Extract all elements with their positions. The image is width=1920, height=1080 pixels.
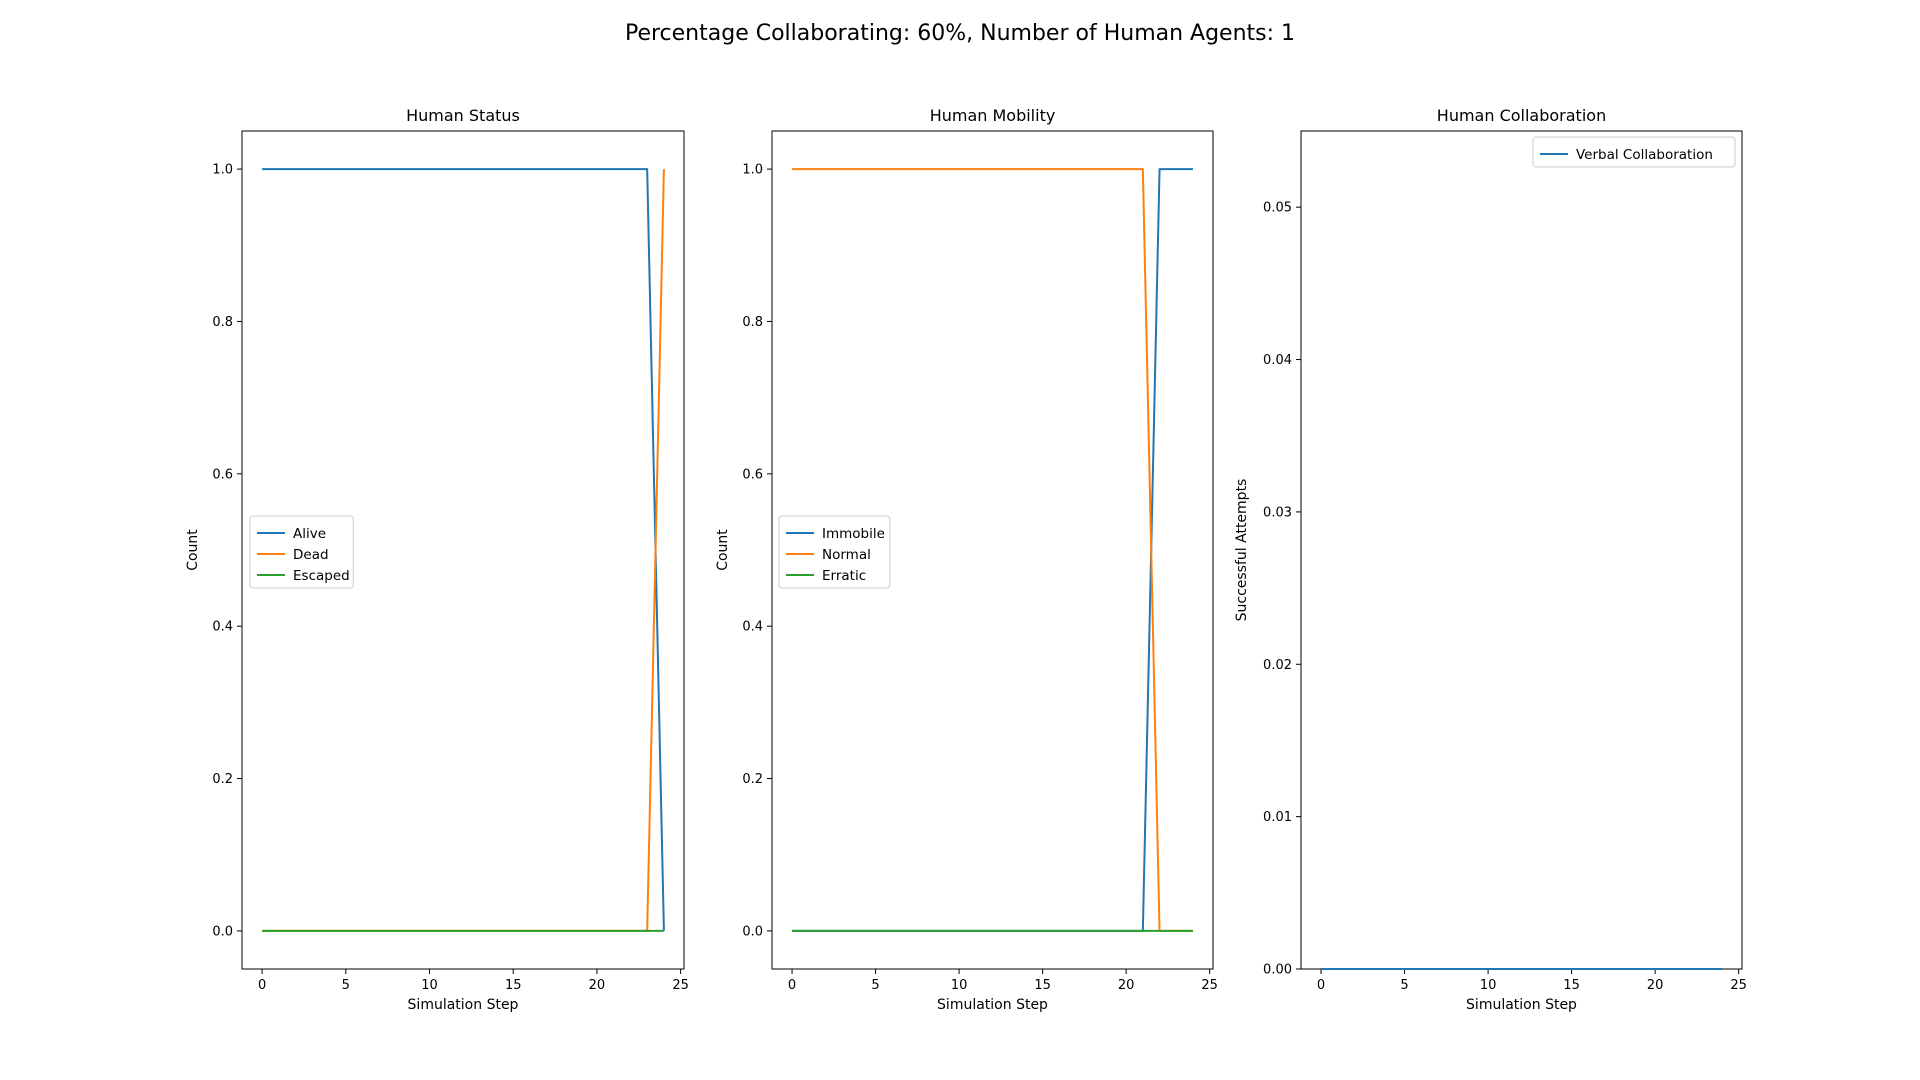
y-tick-label: 0.04 — [1263, 353, 1292, 368]
y-tick-label: 0.8 — [742, 315, 763, 330]
legend-box — [1532, 136, 1736, 168]
x-axis-label: Simulation Step — [937, 997, 1048, 1013]
legend-label: Immobile — [822, 526, 885, 542]
x-tick-label: 5 — [871, 978, 879, 993]
x-tick-label: 25 — [672, 978, 689, 993]
panel-human-mobility: Human Mobility Simulation Step Count 0 5 1… — [715, 106, 1218, 1013]
x-axis-label: Simulation Step — [1466, 997, 1577, 1013]
axes-frame — [1300, 130, 1743, 970]
x-tick-label: 20 — [1647, 978, 1664, 993]
panel-title: Human Collaboration — [1437, 106, 1606, 125]
legend: Alive Dead Escaped — [249, 515, 354, 589]
x-tick-label: 10 — [1480, 978, 1497, 993]
x-tick-label: 5 — [342, 978, 350, 993]
x-tick-label: 10 — [421, 978, 438, 993]
x-axis-label: Simulation Step — [408, 997, 519, 1013]
y-axis-label: Count — [185, 529, 201, 571]
legend-label: Alive — [293, 526, 326, 542]
y-tick-label: 0.03 — [1263, 505, 1292, 520]
y-tick-label: 0.0 — [212, 924, 233, 939]
y-tick-label: 0.05 — [1263, 201, 1292, 216]
series-line-alive — [262, 168, 665, 931]
y-tick-label: 0.6 — [212, 467, 233, 482]
legend: Verbal Collaboration — [1532, 136, 1736, 168]
y-tick-label: 0.2 — [742, 772, 763, 787]
y-tick-label: 0.6 — [742, 467, 763, 482]
x-tick-label: 15 — [505, 978, 522, 993]
x-tick-label: 0 — [788, 978, 796, 993]
y-axis-label: Successful Attempts — [1234, 479, 1250, 622]
legend-label: Erratic — [822, 568, 866, 584]
x-tick-label: 5 — [1400, 978, 1408, 993]
panel-title: Human Mobility — [930, 106, 1056, 125]
legend-label: Verbal Collaboration — [1576, 147, 1713, 163]
x-tick-label: 15 — [1563, 978, 1580, 993]
y-tick-label: 0.01 — [1263, 810, 1292, 825]
x-tick-label: 25 — [1730, 978, 1747, 993]
y-tick-label: 0.02 — [1263, 658, 1292, 673]
legend-label: Dead — [293, 547, 329, 563]
x-tick-label: 25 — [1201, 978, 1218, 993]
x-tick-label: 0 — [1317, 978, 1325, 993]
x-tick-label: 10 — [951, 978, 968, 993]
y-tick-label: 0.4 — [212, 620, 233, 635]
y-tick-label: 0.2 — [212, 772, 233, 787]
x-tick-label: 20 — [1118, 978, 1135, 993]
legend: Immobile Normal Erratic — [778, 515, 891, 589]
x-tick-label: 0 — [258, 978, 266, 993]
panel-title: Human Status — [406, 106, 520, 125]
y-tick-label: 0.0 — [742, 924, 763, 939]
legend-label: Normal — [822, 547, 871, 563]
y-tick-label: 0.8 — [212, 315, 233, 330]
y-tick-label: 1.0 — [212, 163, 233, 178]
y-tick-label: 0.00 — [1263, 963, 1292, 978]
panel-human-status: Human Status Simulation Step Count 0 5 10 1… — [185, 106, 689, 1013]
figure-suptitle: Percentage Collaborating: 60%, Number of… — [625, 21, 1295, 46]
y-tick-label: 0.4 — [742, 620, 763, 635]
y-axis-label: Count — [715, 529, 731, 571]
panel-human-collaboration: Human Collaboration Simulation Step Succ… — [1234, 106, 1747, 1013]
legend-label: Escaped — [293, 568, 350, 584]
y-tick-label: 1.0 — [742, 163, 763, 178]
x-tick-label: 20 — [589, 978, 606, 993]
x-tick-label: 15 — [1034, 978, 1051, 993]
